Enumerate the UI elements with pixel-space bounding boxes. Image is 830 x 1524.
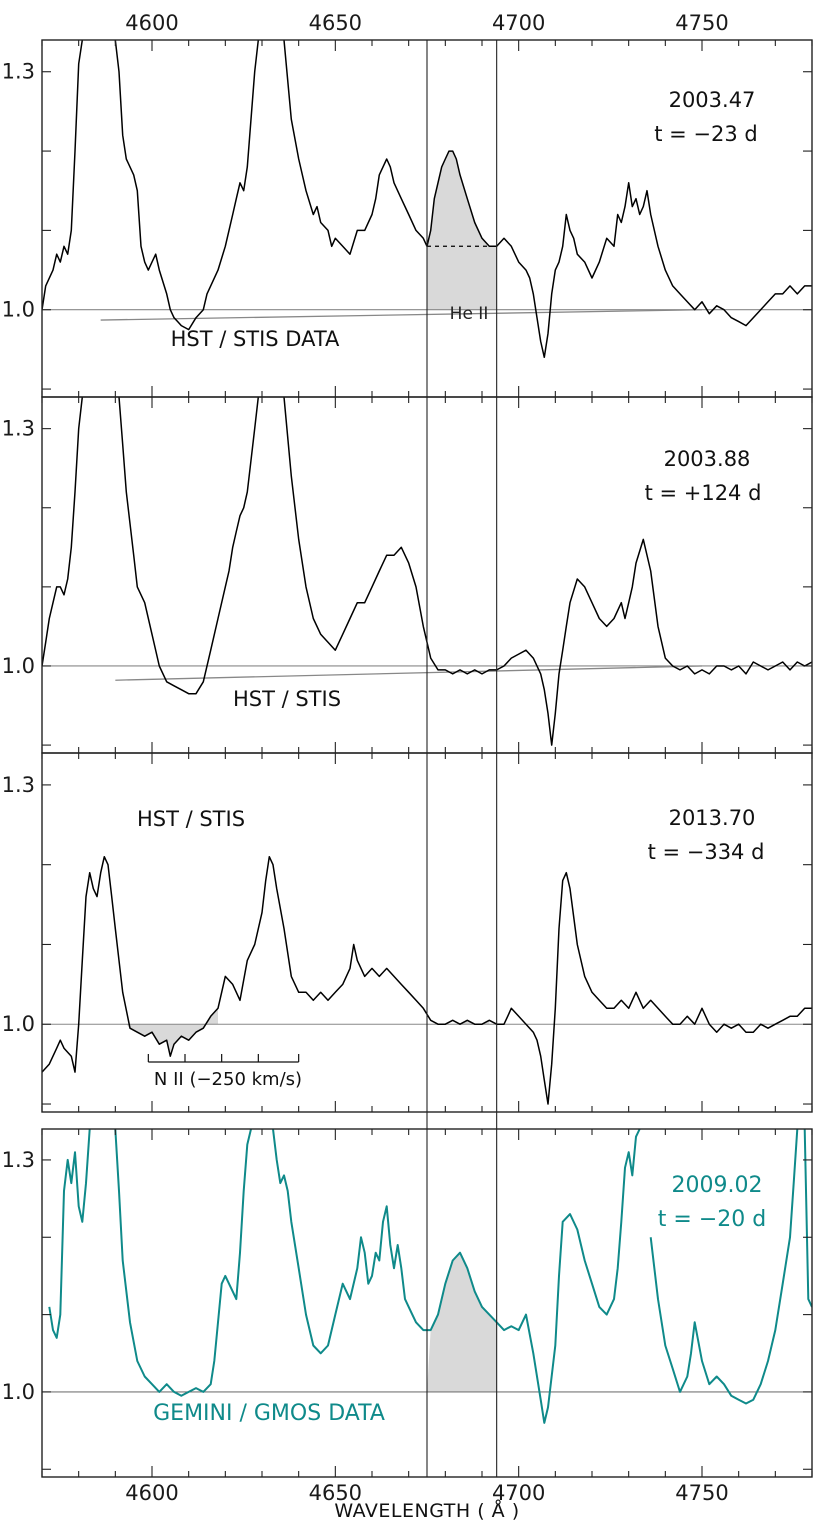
top-x-tick-label: 4650 <box>309 11 362 35</box>
spectrum-line <box>42 397 812 746</box>
nii-label: N II (−250 km/s) <box>154 1069 302 1090</box>
y-tick-label: 1.0 <box>2 1012 35 1036</box>
y-tick-label: 1.3 <box>2 773 35 797</box>
top-x-tick-label: 4700 <box>492 11 545 35</box>
y-tick-label: 1.0 <box>2 1380 35 1404</box>
bottom-x-tick-label: 4700 <box>492 1481 545 1505</box>
epoch-label: 2009.02 <box>672 1173 763 1198</box>
y-tick-label: 1.3 <box>2 417 35 441</box>
spectrum-panels: 1.0 1.3 2003.47 t = −23 d HST / STIS DATA He … <box>2 39 813 1505</box>
top-x-tick-label: 4600 <box>125 11 178 35</box>
instrument-label: HST / STIS DATA <box>171 327 340 351</box>
instrument-label: HST / STIS <box>233 687 341 711</box>
y-tick-label: 1.0 <box>2 654 35 678</box>
epoch-label: 2003.47 <box>669 88 756 112</box>
panel-p3: 1.0 1.3 2013.70 t = −334 d HST / STIS N II (−… <box>2 752 813 1113</box>
epoch-label: 2003.88 <box>664 447 751 471</box>
phase-label: t = +124 d <box>645 481 762 505</box>
phase-label: t = −20 d <box>658 1207 766 1232</box>
he-ii-shaded-area <box>427 151 497 310</box>
he-ii-guides <box>426 40 498 1477</box>
y-tick-label: 1.3 <box>2 60 35 84</box>
spectrum-line <box>42 40 812 359</box>
top-x-axis: 4600 4650 4700 4750 <box>125 11 728 35</box>
nii-absorption-shade <box>126 1008 218 1057</box>
plot-area <box>42 40 812 359</box>
instrument-label: GEMINI / GMOS DATA <box>153 1401 385 1426</box>
sloped-continuum-line <box>100 309 703 321</box>
x-axis-label: WAVELENGTH ( Å ) <box>334 1499 519 1522</box>
phase-label: t = −23 d <box>654 122 758 146</box>
y-tick-label: 1.3 <box>2 1148 35 1172</box>
bottom-x-tick-label: 4650 <box>309 1481 362 1505</box>
panel-p2: 1.0 1.3 2003.88 t = +124 d HST / STIS <box>2 396 813 754</box>
epoch-label: 2013.70 <box>669 806 756 830</box>
bottom-x-tick-label: 4750 <box>675 1481 728 1505</box>
he-ii-residual-shade <box>460 1020 490 1025</box>
spectrum-line <box>48 1129 812 1424</box>
he-ii-shaded-area <box>427 1252 497 1392</box>
bottom-x-tick-label: 4600 <box>125 1481 178 1505</box>
y-tick-label: 1.0 <box>2 298 35 322</box>
plot-area <box>42 1129 812 1424</box>
he-ii-label: He II <box>450 304 489 324</box>
sloped-continuum-line <box>115 665 703 681</box>
top-x-tick-label: 4750 <box>675 11 728 35</box>
instrument-label: HST / STIS <box>137 807 245 831</box>
panel-p4: 1.0 1.3 2009.02 t = −20 d GEMINI / GMOS DATA <box>2 1128 813 1478</box>
phase-label: t = −334 d <box>648 840 765 864</box>
spectrum-line <box>42 855 812 1105</box>
panel-p1: 1.0 1.3 2003.47 t = −23 d HST / STIS DATA He … <box>2 39 813 398</box>
